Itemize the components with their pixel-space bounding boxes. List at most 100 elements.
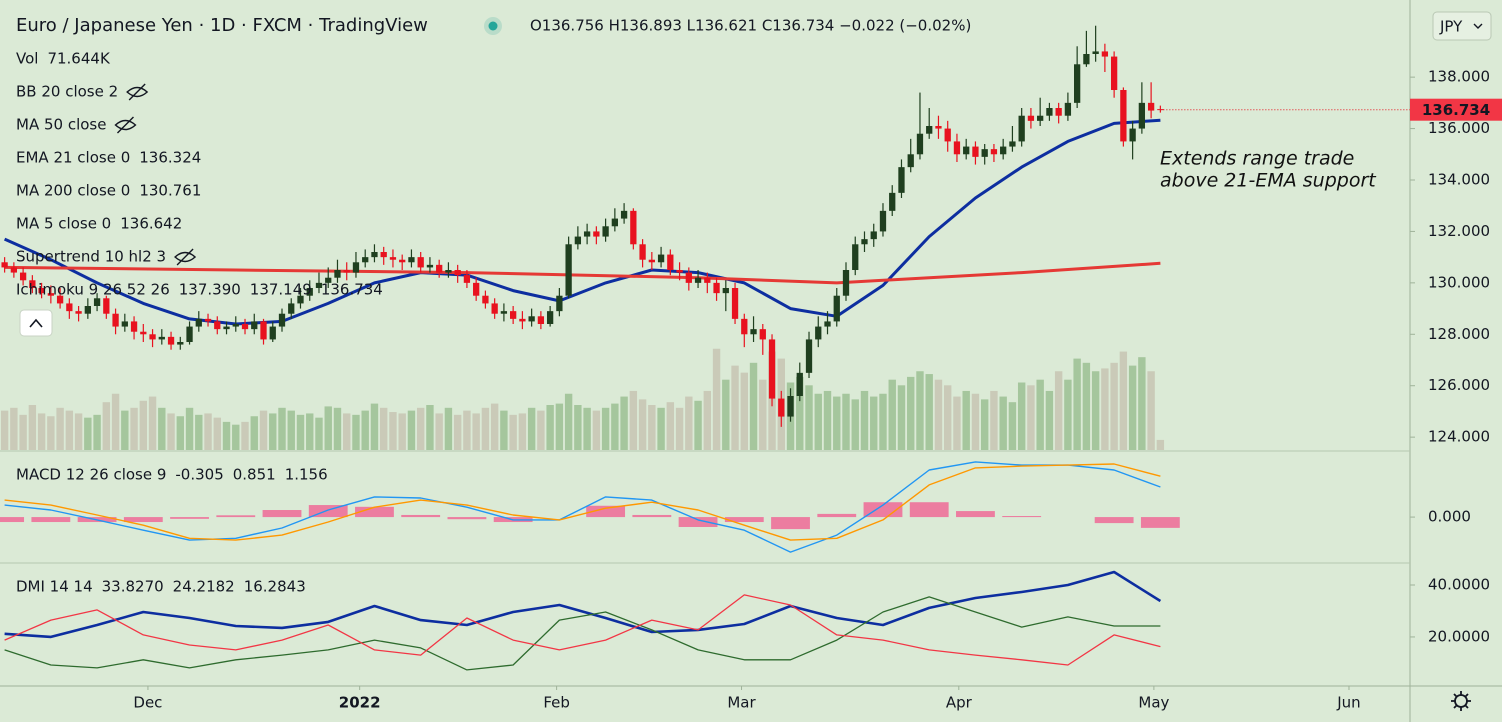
candle-body [10,267,18,273]
indicator-line [4,596,1161,671]
volume-bar [407,410,416,450]
candle-body [1092,51,1099,54]
histogram-bar [724,517,764,523]
candle-body [130,321,138,332]
candle-body [796,372,803,396]
candle-body [214,321,221,330]
candle-body [491,303,498,314]
volume-bar [1027,385,1035,450]
settings-gear-teeth [1451,691,1471,711]
candle-body [1055,108,1062,116]
candle-body [731,288,739,319]
volume-bar [37,413,46,450]
histogram-bar [956,511,995,518]
volume-bar [805,385,813,450]
volume-bar [657,407,665,450]
candle-body [121,321,128,327]
volume-bar [1054,371,1063,450]
volume-bar [213,417,221,450]
volume-bar [500,410,508,450]
candle-body [879,210,887,232]
volume-bar [851,399,859,450]
collapse-box[interactable] [19,309,53,337]
candle-body [1147,102,1155,111]
candle-body [269,326,276,340]
volume-bar [1017,382,1026,450]
x-tick-label: Mar [727,694,756,712]
chart-title: Euro / Japanese Yen · 1D · FXCM · Tradin… [16,15,428,36]
histogram-bar [678,517,718,527]
candle-body [66,303,73,312]
candle-body [426,264,434,268]
legend-value: 136.734 [321,281,383,299]
volume-bar [759,379,767,450]
histogram-bar [123,517,163,523]
candle-body [195,318,202,327]
candle-body [981,149,988,157]
candle-body [371,252,378,258]
volume-bar [925,374,933,450]
volume-bar [722,379,730,450]
volume-bar [269,413,277,450]
legend-name: BB 20 close 2 [16,83,118,101]
y-tick-label: 40.0000 [1428,576,1490,594]
volume-bar [19,414,27,450]
settings-button[interactable] [1451,691,1471,711]
candle-body [232,324,239,327]
legend-value: -0.305 [175,466,223,484]
currency-box[interactable] [1432,11,1492,41]
legend-value: 0.851 [233,466,276,484]
volume-bar [185,407,194,450]
candle-body [805,339,813,373]
histogram-bar [771,517,810,530]
histogram-bar [1140,517,1180,528]
volume-bar [601,407,610,450]
legend-name: MA 50 close [16,116,106,134]
candle-body [1037,115,1044,121]
volume-bar [814,393,822,450]
x-tick-label: Jun [1336,694,1360,712]
candle-body [907,154,914,168]
volume-bar [537,410,545,450]
y-tick-label: 132.000 [1428,222,1490,240]
candle-body [1074,64,1081,103]
candle-body [93,298,101,306]
candle-body [833,295,840,322]
volume-bar [472,413,480,450]
collapse-button[interactable] [19,309,53,337]
volume-bar [130,407,138,450]
candle-body [84,306,91,314]
candle-body [639,244,646,260]
legend-name: Vol [16,50,38,68]
indicator-line [4,261,1161,285]
ohlc-readout: O136.756 H136.893 L136.621 C136.734 −0.0… [530,17,971,35]
legend-value: 33.8270 [102,578,164,596]
legend-value: 130.761 [139,182,201,200]
volume-bar [416,407,425,450]
histogram-bar [632,514,672,518]
volume-bar [306,413,314,450]
volume-bar [990,390,998,450]
volume-bar [158,407,166,450]
candle-body [288,303,295,314]
volume-bar [65,410,74,450]
volume-bar [823,390,832,450]
candle-body [713,282,720,294]
x-tick-label: 2022 [339,694,381,712]
legend-name: MA 200 close 0 [16,182,130,200]
volume-bar [324,406,332,450]
histogram-bar [401,514,441,518]
candle-body [565,244,572,296]
candle-body [1138,102,1146,129]
candle-body [343,270,350,273]
volume-bar [111,393,120,450]
candle-body [399,259,406,263]
y-tick-label: 136.000 [1428,119,1490,137]
volume-bar [703,390,712,450]
candle-body [315,282,323,288]
candle-body [926,126,933,134]
currency-button[interactable]: JPY [1432,11,1492,41]
volume-bar [84,417,92,450]
volume-bar [490,403,499,450]
histogram-bar [170,517,209,519]
